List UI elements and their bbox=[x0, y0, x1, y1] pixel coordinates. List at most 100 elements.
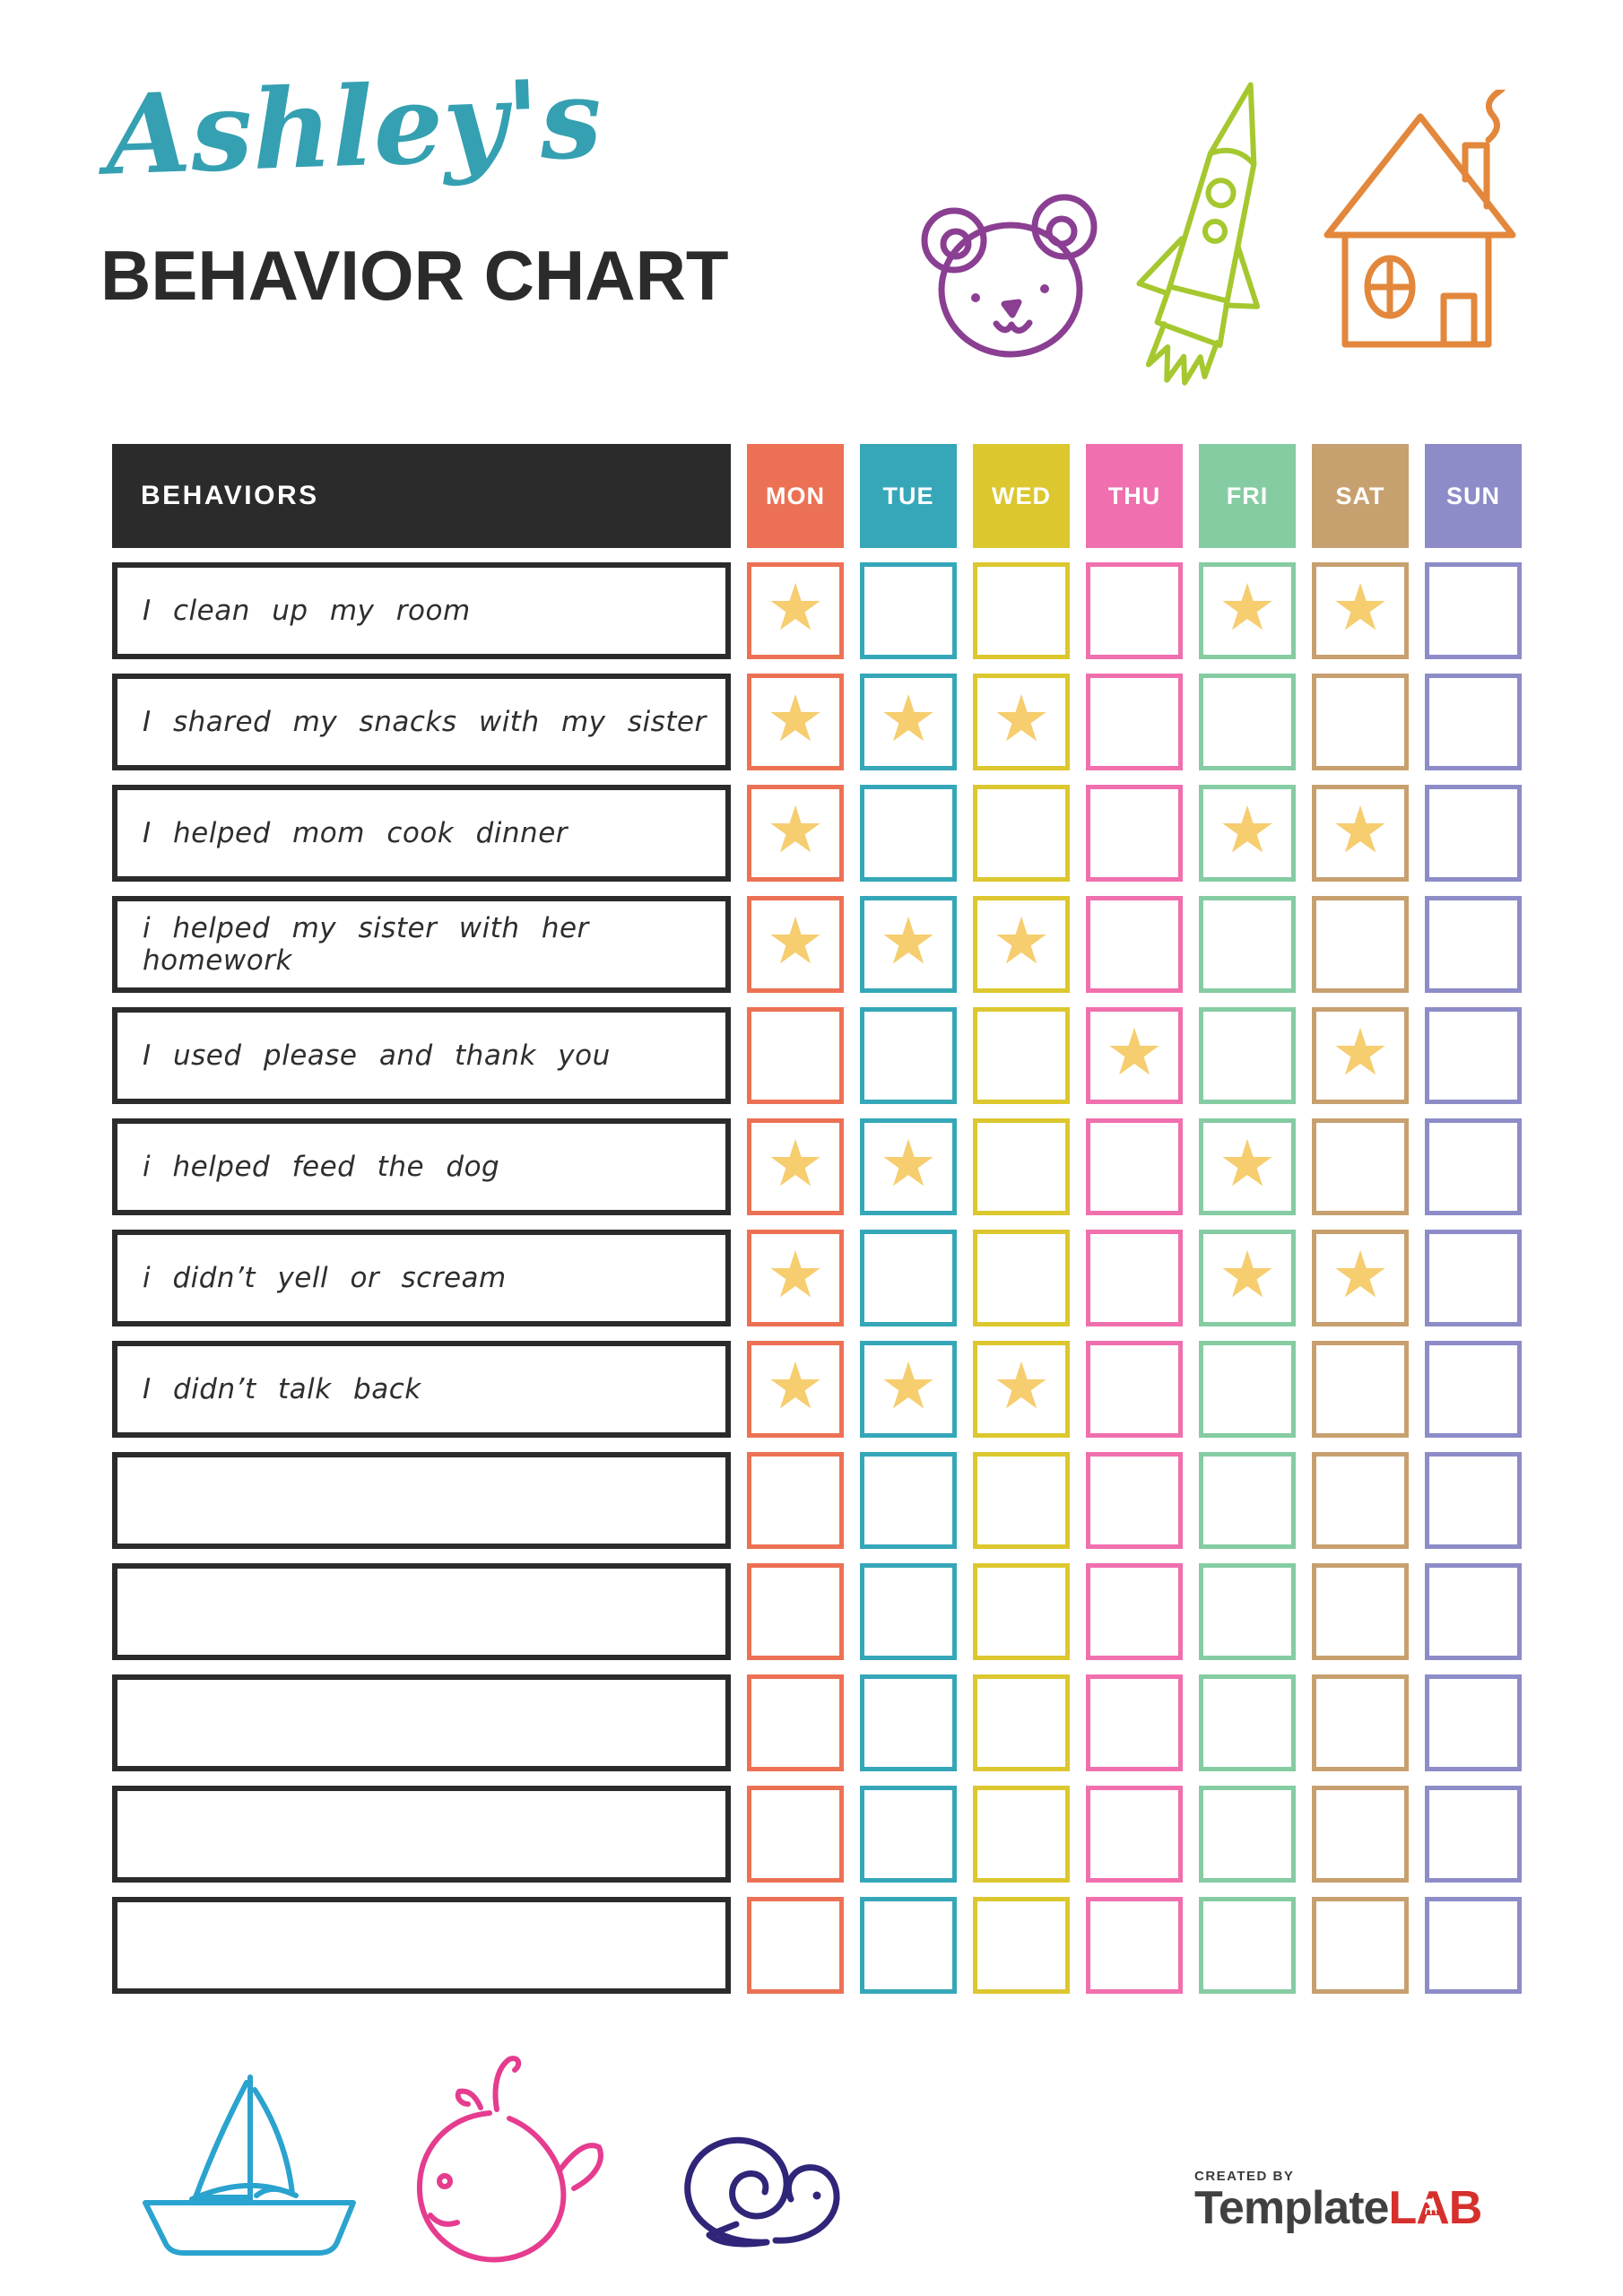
cell-row11-mon[interactable] bbox=[747, 1674, 844, 1771]
cell-row5-mon[interactable] bbox=[747, 1007, 844, 1104]
cell-row10-thu[interactable] bbox=[1086, 1563, 1183, 1660]
star-icon: ★ bbox=[992, 683, 1051, 755]
behaviors-header-label: BEHAVIORS bbox=[141, 481, 319, 510]
cell-row8-tue[interactable]: ★ bbox=[860, 1341, 957, 1438]
cell-row6-tue[interactable]: ★ bbox=[860, 1118, 957, 1215]
cell-row5-thu[interactable]: ★ bbox=[1086, 1007, 1183, 1104]
behavior-label-row12 bbox=[112, 1786, 731, 1883]
cell-row13-tue[interactable] bbox=[860, 1897, 957, 1994]
cell-row9-sun[interactable] bbox=[1425, 1452, 1522, 1549]
cell-row11-sun[interactable] bbox=[1425, 1674, 1522, 1771]
cell-row7-sun[interactable] bbox=[1425, 1230, 1522, 1326]
cell-row9-mon[interactable] bbox=[747, 1452, 844, 1549]
cell-row3-thu[interactable] bbox=[1086, 785, 1183, 882]
cell-row11-tue[interactable] bbox=[860, 1674, 957, 1771]
cell-row11-fri[interactable] bbox=[1199, 1674, 1296, 1771]
cell-row3-tue[interactable] bbox=[860, 785, 957, 882]
cell-row2-tue[interactable]: ★ bbox=[860, 674, 957, 770]
cell-row5-sat[interactable]: ★ bbox=[1312, 1007, 1409, 1104]
cell-row11-wed[interactable] bbox=[973, 1674, 1070, 1771]
cell-row12-wed[interactable] bbox=[973, 1786, 1070, 1883]
cell-row5-wed[interactable] bbox=[973, 1007, 1070, 1104]
cell-row9-sat[interactable] bbox=[1312, 1452, 1409, 1549]
cell-row13-wed[interactable] bbox=[973, 1897, 1070, 1994]
cell-row2-sat[interactable] bbox=[1312, 674, 1409, 770]
cell-row12-fri[interactable] bbox=[1199, 1786, 1296, 1883]
cell-row10-sat[interactable] bbox=[1312, 1563, 1409, 1660]
cell-row3-sun[interactable] bbox=[1425, 785, 1522, 882]
cell-row8-thu[interactable] bbox=[1086, 1341, 1183, 1438]
cell-row5-sun[interactable] bbox=[1425, 1007, 1522, 1104]
cell-row12-sun[interactable] bbox=[1425, 1786, 1522, 1883]
cell-row6-mon[interactable]: ★ bbox=[747, 1118, 844, 1215]
cell-row12-sat[interactable] bbox=[1312, 1786, 1409, 1883]
snail-doodle-icon bbox=[632, 2109, 876, 2251]
cell-row12-tue[interactable] bbox=[860, 1786, 957, 1883]
cell-row3-sat[interactable]: ★ bbox=[1312, 785, 1409, 882]
cell-row10-fri[interactable] bbox=[1199, 1563, 1296, 1660]
cell-row1-wed[interactable] bbox=[973, 562, 1070, 659]
cell-row1-thu[interactable] bbox=[1086, 562, 1183, 659]
cell-row9-fri[interactable] bbox=[1199, 1452, 1296, 1549]
cell-row2-sun[interactable] bbox=[1425, 674, 1522, 770]
cell-row1-fri[interactable]: ★ bbox=[1199, 562, 1296, 659]
cell-row4-mon[interactable]: ★ bbox=[747, 896, 844, 993]
cell-row9-tue[interactable] bbox=[860, 1452, 957, 1549]
cell-row12-thu[interactable] bbox=[1086, 1786, 1183, 1883]
cell-row13-fri[interactable] bbox=[1199, 1897, 1296, 1994]
cell-row1-mon[interactable]: ★ bbox=[747, 562, 844, 659]
cell-row6-wed[interactable] bbox=[973, 1118, 1070, 1215]
cell-row4-tue[interactable]: ★ bbox=[860, 896, 957, 993]
cell-row6-sun[interactable] bbox=[1425, 1118, 1522, 1215]
cell-row2-mon[interactable]: ★ bbox=[747, 674, 844, 770]
cell-row2-wed[interactable]: ★ bbox=[973, 674, 1070, 770]
cell-row11-thu[interactable] bbox=[1086, 1674, 1183, 1771]
cell-row1-sat[interactable]: ★ bbox=[1312, 562, 1409, 659]
cell-row7-tue[interactable] bbox=[860, 1230, 957, 1326]
cell-row8-mon[interactable]: ★ bbox=[747, 1341, 844, 1438]
cell-row4-wed[interactable]: ★ bbox=[973, 896, 1070, 993]
cell-row1-tue[interactable] bbox=[860, 562, 957, 659]
cell-row3-mon[interactable]: ★ bbox=[747, 785, 844, 882]
day-header-tue: TUE bbox=[860, 444, 957, 548]
cell-row9-thu[interactable] bbox=[1086, 1452, 1183, 1549]
cell-row10-tue[interactable] bbox=[860, 1563, 957, 1660]
cell-row10-wed[interactable] bbox=[973, 1563, 1070, 1660]
cell-row2-thu[interactable] bbox=[1086, 674, 1183, 770]
cell-row6-sat[interactable] bbox=[1312, 1118, 1409, 1215]
cell-row7-mon[interactable]: ★ bbox=[747, 1230, 844, 1326]
cell-row8-sat[interactable] bbox=[1312, 1341, 1409, 1438]
cell-row3-fri[interactable]: ★ bbox=[1199, 785, 1296, 882]
cell-row13-sun[interactable] bbox=[1425, 1897, 1522, 1994]
star-icon: ★ bbox=[1218, 1128, 1277, 1200]
cell-row2-fri[interactable] bbox=[1199, 674, 1296, 770]
cell-row4-thu[interactable] bbox=[1086, 896, 1183, 993]
cell-row13-sat[interactable] bbox=[1312, 1897, 1409, 1994]
cell-row7-thu[interactable] bbox=[1086, 1230, 1183, 1326]
behavior-label-row7: i didn’t yell or scream bbox=[112, 1230, 731, 1326]
cell-row8-fri[interactable] bbox=[1199, 1341, 1296, 1438]
cell-row4-sun[interactable] bbox=[1425, 896, 1522, 993]
cell-row6-fri[interactable]: ★ bbox=[1199, 1118, 1296, 1215]
cell-row7-sat[interactable]: ★ bbox=[1312, 1230, 1409, 1326]
cell-row9-wed[interactable] bbox=[973, 1452, 1070, 1549]
cell-row8-wed[interactable]: ★ bbox=[973, 1341, 1070, 1438]
cell-row10-mon[interactable] bbox=[747, 1563, 844, 1660]
cell-row12-mon[interactable] bbox=[747, 1786, 844, 1883]
star-icon: ★ bbox=[992, 906, 1051, 978]
cell-row7-wed[interactable] bbox=[973, 1230, 1070, 1326]
cell-row3-wed[interactable] bbox=[973, 785, 1070, 882]
cell-row4-sat[interactable] bbox=[1312, 896, 1409, 993]
star-icon: ★ bbox=[879, 1128, 938, 1200]
cell-row5-tue[interactable] bbox=[860, 1007, 957, 1104]
cell-row13-mon[interactable] bbox=[747, 1897, 844, 1994]
cell-row10-sun[interactable] bbox=[1425, 1563, 1522, 1660]
cell-row1-sun[interactable] bbox=[1425, 562, 1522, 659]
cell-row13-thu[interactable] bbox=[1086, 1897, 1183, 1994]
cell-row4-fri[interactable] bbox=[1199, 896, 1296, 993]
cell-row11-sat[interactable] bbox=[1312, 1674, 1409, 1771]
cell-row8-sun[interactable] bbox=[1425, 1341, 1522, 1438]
cell-row6-thu[interactable] bbox=[1086, 1118, 1183, 1215]
cell-row7-fri[interactable]: ★ bbox=[1199, 1230, 1296, 1326]
cell-row5-fri[interactable] bbox=[1199, 1007, 1296, 1104]
